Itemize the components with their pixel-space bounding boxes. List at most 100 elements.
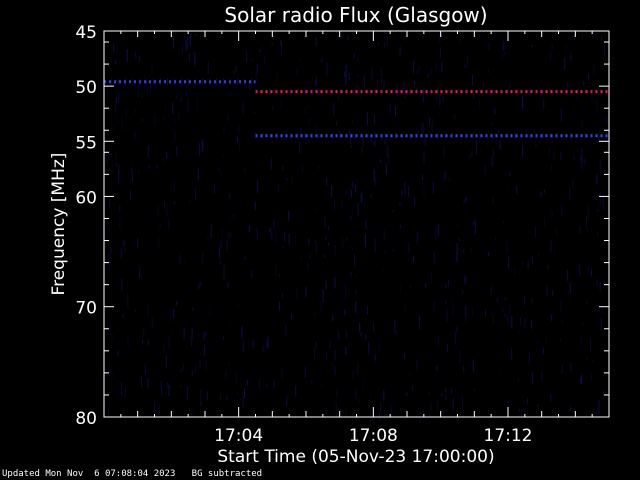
- noise-speck: [334, 366, 336, 376]
- noise-speck: [442, 93, 444, 102]
- noise-speck: [182, 363, 184, 371]
- noise-speck: [266, 382, 268, 388]
- noise-speck: [206, 234, 208, 241]
- noise-speck: [107, 406, 109, 417]
- noise-speck: [229, 232, 231, 238]
- noise-speck: [144, 74, 146, 80]
- noise-speck: [275, 231, 277, 245]
- noise-speck: [346, 237, 348, 241]
- noise-speck: [223, 127, 225, 134]
- noise-speck: [581, 33, 583, 40]
- noise-speck: [411, 179, 413, 183]
- noise-speck: [416, 232, 418, 244]
- noise-speck: [591, 359, 593, 362]
- noise-speck: [373, 169, 375, 181]
- noise-speck: [270, 228, 272, 231]
- noise-speck: [178, 113, 180, 122]
- noise-speck: [186, 37, 188, 50]
- noise-speck: [556, 228, 558, 237]
- noise-speck: [134, 131, 136, 140]
- noise-speck: [336, 120, 337, 126]
- noise-speck: [366, 111, 368, 126]
- noise-speck: [462, 395, 463, 408]
- noise-speck: [314, 310, 316, 318]
- noise-speck: [504, 297, 506, 301]
- noise-speck: [597, 230, 599, 238]
- noise-speck: [374, 177, 376, 188]
- noise-speck: [464, 198, 466, 204]
- noise-speck: [109, 362, 111, 376]
- noise-speck: [456, 252, 458, 262]
- noise-speck: [431, 118, 433, 133]
- noise-speck: [383, 389, 385, 401]
- noise-speck: [180, 368, 182, 372]
- noise-speck: [380, 402, 382, 412]
- noise-speck: [455, 344, 457, 349]
- noise-speck: [159, 403, 161, 415]
- noise-speck: [416, 359, 418, 372]
- noise-speck: [268, 229, 270, 233]
- noise-speck: [251, 58, 253, 62]
- noise-speck: [141, 376, 142, 388]
- noise-speck: [254, 202, 256, 211]
- noise-speck: [504, 314, 506, 317]
- noise-speck: [449, 177, 450, 181]
- noise-speck: [351, 181, 353, 188]
- noise-speck: [414, 197, 416, 206]
- noise-speck: [507, 315, 509, 324]
- noise-speck: [599, 281, 601, 292]
- noise-speck: [536, 341, 538, 345]
- noise-speck: [209, 310, 211, 317]
- noise-speck: [315, 37, 317, 47]
- noise-speck: [380, 78, 382, 83]
- noise-speck: [551, 164, 552, 170]
- noise-speck: [561, 203, 563, 217]
- noise-speck: [200, 401, 202, 406]
- noise-speck: [244, 256, 246, 261]
- noise-speck: [504, 52, 506, 55]
- noise-speck: [350, 271, 352, 276]
- noise-speck: [434, 226, 436, 240]
- noise-speck: [355, 301, 357, 313]
- noise-speck: [314, 240, 316, 245]
- noise-speck: [551, 314, 553, 322]
- noise-speck: [271, 231, 273, 240]
- noise-speck: [239, 398, 241, 401]
- noise-speck: [325, 236, 327, 241]
- noise-speck: [576, 96, 578, 101]
- noise-speck: [108, 253, 110, 265]
- noise-speck: [437, 223, 439, 237]
- noise-speck: [522, 145, 523, 157]
- background-noise: [106, 33, 608, 424]
- noise-speck: [142, 340, 143, 345]
- noise-speck: [586, 216, 587, 228]
- noise-speck: [588, 73, 590, 81]
- noise-speck: [338, 331, 340, 339]
- noise-speck: [286, 178, 288, 181]
- noise-speck: [281, 369, 283, 381]
- noise-speck: [531, 44, 533, 48]
- plot-frame: [103, 30, 610, 418]
- noise-speck: [137, 238, 139, 249]
- noise-speck: [309, 253, 311, 260]
- noise-speck: [174, 179, 176, 191]
- noise-speck: [267, 336, 269, 349]
- noise-speck: [189, 34, 191, 47]
- noise-speck: [360, 88, 362, 100]
- noise-speck: [207, 61, 209, 74]
- noise-speck: [360, 194, 362, 203]
- noise-speck: [134, 109, 136, 114]
- noise-speck: [380, 159, 382, 163]
- noise-speck: [454, 331, 456, 345]
- noise-speck: [596, 100, 598, 113]
- noise-speck: [422, 88, 424, 102]
- noise-speck: [176, 146, 178, 157]
- noise-speck: [379, 411, 381, 421]
- noise-speck: [466, 54, 468, 69]
- x-axis: 17:04 17:08 17:12: [103, 31, 610, 446]
- noise-speck: [580, 377, 582, 384]
- noise-speck: [146, 88, 148, 92]
- noise-speck: [338, 129, 340, 141]
- y-axis-label: Frequency [MHz]: [49, 153, 69, 296]
- noise-speck: [308, 105, 310, 109]
